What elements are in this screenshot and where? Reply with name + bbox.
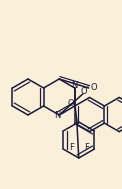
Text: O: O: [67, 99, 74, 108]
Text: ⁻: ⁻: [86, 85, 90, 91]
Text: O: O: [80, 87, 87, 95]
Text: N: N: [72, 81, 78, 91]
Text: O: O: [90, 84, 97, 92]
Text: F: F: [69, 143, 74, 152]
Text: N: N: [54, 111, 60, 119]
Text: F: F: [84, 143, 89, 152]
Text: +: +: [60, 109, 65, 115]
